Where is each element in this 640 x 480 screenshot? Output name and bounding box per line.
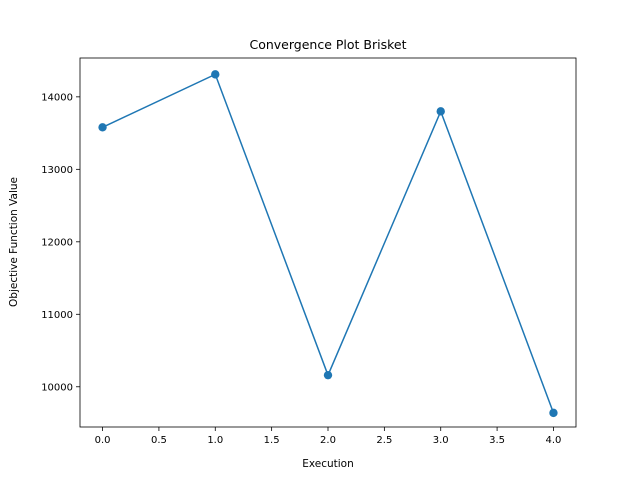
y-tick-label: 10000 xyxy=(41,382,73,393)
y-axis-label: Objective Function Value xyxy=(8,177,20,307)
data-point xyxy=(211,70,220,79)
x-tick-label: 2.5 xyxy=(376,435,392,446)
x-tick-label: 0.5 xyxy=(151,435,167,446)
data-point xyxy=(436,107,445,116)
x-tick-label: 2.0 xyxy=(320,435,336,446)
y-tick-label: 12000 xyxy=(41,237,73,248)
x-tick-label: 1.0 xyxy=(207,435,223,446)
y-axis-ticks: 10000 11000 12000 13000 14000 xyxy=(41,92,80,393)
x-tick-label: 3.5 xyxy=(489,435,505,446)
data-point xyxy=(98,123,107,132)
chart-title: Convergence Plot Brisket xyxy=(249,37,406,52)
plot-area xyxy=(79,57,577,428)
data-point xyxy=(549,408,558,418)
y-tick-label: 14000 xyxy=(41,92,73,103)
x-axis-label: Execution xyxy=(302,458,354,470)
x-tick-label: 4.0 xyxy=(546,435,562,446)
axes-background xyxy=(80,58,576,427)
x-axis-ticks: 0.0 0.5 1.0 1.5 2.0 2.5 3.0 3.5 4.0 xyxy=(95,427,562,446)
x-tick-label: 1.5 xyxy=(264,435,280,446)
y-tick-label: 11000 xyxy=(41,310,73,321)
data-point xyxy=(323,370,333,380)
y-tick-label: 13000 xyxy=(41,165,73,176)
x-tick-label: 0.0 xyxy=(95,435,111,446)
x-tick-label: 3.0 xyxy=(433,435,449,446)
